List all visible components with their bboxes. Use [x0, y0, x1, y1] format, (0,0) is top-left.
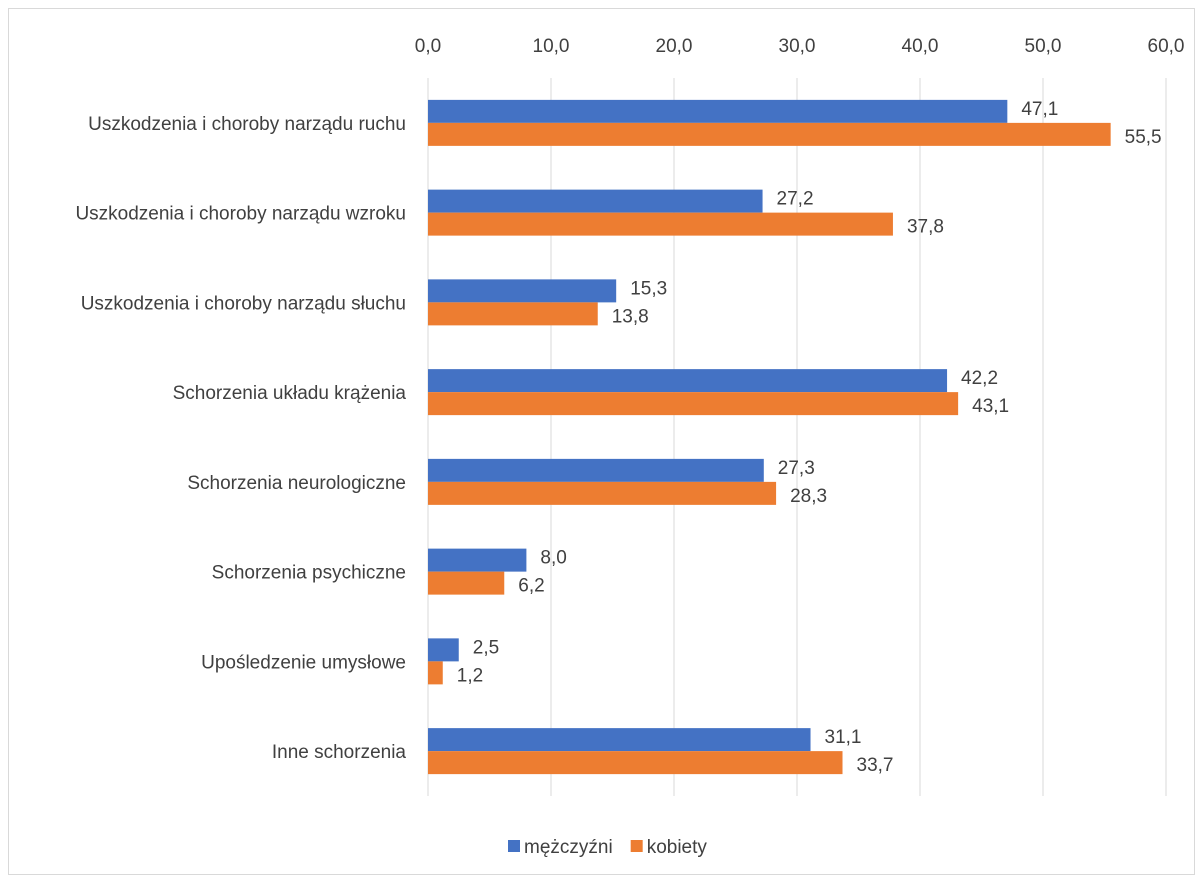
- data-label: 31,1: [825, 727, 862, 748]
- gridlines: [427, 78, 1167, 796]
- data-label: 33,7: [857, 755, 894, 776]
- x-tick-label: 0,0: [415, 36, 441, 57]
- category-label: Uszkodzenia i choroby narządu słuchu: [81, 293, 406, 314]
- category-label: Schorzenia neurologiczne: [187, 473, 406, 494]
- bar-women: [428, 212, 893, 236]
- x-tick-label: 10,0: [533, 36, 570, 57]
- bar-men: [428, 369, 948, 393]
- x-tick-label: 40,0: [902, 36, 939, 57]
- data-label: 13,8: [612, 306, 649, 327]
- category-label: Inne schorzenia: [272, 742, 407, 763]
- data-label: 6,2: [518, 576, 544, 597]
- category-labels: Uszkodzenia i choroby narządu ruchu Uszko…: [75, 114, 406, 763]
- x-tick-label: 50,0: [1025, 36, 1062, 57]
- data-labels: 47,1 55,5 27,2 37,8 15,3 13,8 42,2 43,1 27,3 28,3…: [457, 99, 1162, 776]
- legend-label: kobiety: [647, 837, 708, 858]
- data-label: 47,1: [1021, 99, 1058, 120]
- data-label: 1,2: [457, 665, 483, 686]
- data-label: 43,1: [972, 396, 1009, 417]
- data-label: 15,3: [630, 278, 667, 299]
- data-label: 28,3: [790, 486, 827, 507]
- legend-label: mężczyźni: [524, 837, 613, 858]
- data-label: 27,2: [777, 189, 814, 210]
- legend-swatch: [630, 840, 643, 852]
- category-label: Upośledzenie umysłowe: [201, 652, 406, 673]
- data-label: 55,5: [1125, 127, 1162, 148]
- x-axis-ticks: 0,0 10,0 20,0 30,0 40,0 50,0 60,0: [415, 36, 1185, 57]
- bar-women: [428, 302, 598, 326]
- data-label: 27,3: [778, 458, 815, 479]
- x-tick-label: 60,0: [1148, 36, 1185, 57]
- bar-women: [428, 122, 1111, 146]
- bar-men: [428, 458, 764, 482]
- bar-women: [428, 571, 505, 595]
- bar-women: [428, 661, 443, 685]
- bar-women: [428, 481, 777, 505]
- data-label: 42,2: [961, 368, 998, 389]
- category-label: Uszkodzenia i choroby narządu ruchu: [88, 114, 406, 135]
- category-label: Schorzenia psychiczne: [212, 563, 406, 584]
- bars: [428, 99, 1111, 775]
- data-label: 2,5: [473, 637, 499, 658]
- x-tick-label: 30,0: [779, 36, 816, 57]
- x-tick-label: 20,0: [656, 36, 693, 57]
- data-label: 8,0: [540, 548, 566, 569]
- bar-women: [428, 751, 843, 775]
- legend: mężczyźni kobiety: [508, 837, 707, 858]
- bar-men: [428, 728, 811, 752]
- bar-men: [428, 279, 617, 303]
- data-label: 37,8: [907, 217, 944, 238]
- category-label: Schorzenia układu krążenia: [173, 383, 407, 404]
- bar-men: [428, 638, 459, 662]
- bar-men: [428, 99, 1008, 123]
- legend-swatch: [508, 840, 520, 852]
- bar-men: [428, 548, 527, 572]
- category-label: Uszkodzenia i choroby narządu wzroku: [75, 204, 406, 225]
- bar-women: [428, 392, 959, 416]
- bar-men: [428, 189, 763, 213]
